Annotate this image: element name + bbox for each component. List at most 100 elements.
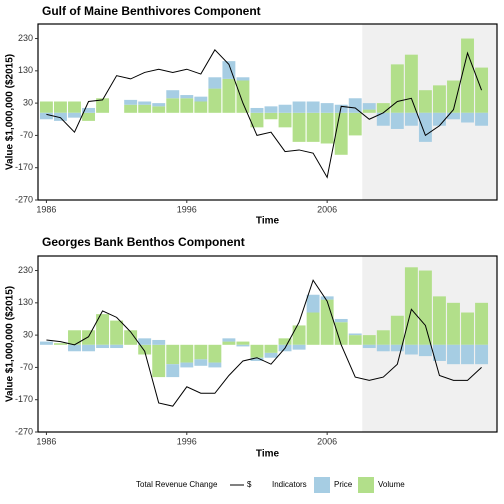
bar bbox=[447, 344, 460, 365]
bar bbox=[432, 296, 446, 345]
bar bbox=[166, 364, 180, 378]
bar bbox=[39, 112, 53, 120]
bar bbox=[461, 344, 474, 365]
x-axis-title: Time bbox=[256, 449, 280, 460]
bar bbox=[208, 77, 222, 89]
legend-title: Total Revenue Change bbox=[136, 480, 218, 489]
bar bbox=[54, 343, 67, 345]
bar bbox=[236, 344, 250, 347]
bar bbox=[82, 112, 95, 121]
bar bbox=[39, 341, 53, 345]
bar bbox=[250, 112, 264, 128]
x-tick-label: 1996 bbox=[177, 436, 197, 446]
bar bbox=[404, 344, 418, 355]
bar bbox=[152, 339, 166, 345]
bar bbox=[194, 344, 208, 360]
bar bbox=[180, 344, 194, 363]
bar bbox=[334, 318, 348, 323]
bar bbox=[390, 112, 404, 129]
bar bbox=[222, 341, 236, 345]
bar bbox=[475, 344, 489, 365]
bar bbox=[320, 299, 334, 345]
y-axis-title: Value $1,000,000 ($2015) bbox=[5, 54, 16, 170]
bar bbox=[320, 103, 334, 113]
bar bbox=[124, 104, 138, 113]
bar bbox=[208, 88, 222, 113]
bar bbox=[461, 312, 474, 345]
bar bbox=[236, 80, 250, 113]
bar bbox=[306, 312, 320, 345]
bar bbox=[418, 344, 432, 357]
bar bbox=[96, 314, 110, 345]
bar bbox=[461, 112, 474, 123]
y-tick-label: 130 bbox=[18, 297, 33, 307]
bar bbox=[292, 112, 306, 142]
bar bbox=[250, 107, 264, 113]
bar bbox=[110, 344, 124, 349]
x-axis-title: Time bbox=[256, 216, 280, 227]
chart-title: Georges Bank Benthos Component bbox=[42, 235, 245, 249]
bar bbox=[404, 54, 418, 113]
bar bbox=[362, 109, 376, 113]
bar bbox=[54, 112, 67, 121]
bar bbox=[180, 362, 194, 368]
bar bbox=[166, 344, 180, 365]
bar bbox=[236, 77, 250, 81]
bar bbox=[348, 112, 362, 136]
bar bbox=[138, 344, 152, 355]
bar bbox=[222, 78, 236, 113]
bar bbox=[264, 344, 278, 353]
bar bbox=[404, 112, 418, 126]
x-tick-label: 1986 bbox=[36, 204, 56, 214]
bar bbox=[348, 335, 362, 345]
bar bbox=[208, 344, 222, 363]
legend-title: Indicators bbox=[272, 480, 307, 489]
bar bbox=[376, 112, 390, 126]
bar bbox=[82, 330, 95, 345]
y-tick-label: 30 bbox=[23, 97, 33, 107]
bar bbox=[152, 344, 166, 378]
bar bbox=[334, 322, 348, 345]
bar bbox=[124, 330, 138, 345]
bar bbox=[362, 344, 376, 349]
y-tick-label: -170 bbox=[15, 162, 33, 172]
bar bbox=[264, 352, 278, 358]
y-tick-label: 130 bbox=[18, 65, 33, 75]
bar bbox=[222, 338, 236, 342]
bar bbox=[96, 344, 110, 349]
bar bbox=[432, 344, 446, 361]
bar bbox=[264, 106, 278, 113]
x-tick-label: 2006 bbox=[317, 204, 337, 214]
bar bbox=[432, 85, 446, 113]
y-tick-label: -70 bbox=[20, 362, 33, 372]
bar bbox=[320, 296, 334, 300]
chart-title: Gulf of Maine Benthivores Component bbox=[42, 4, 261, 18]
bar bbox=[432, 112, 446, 126]
y-tick-label: -270 bbox=[15, 426, 33, 436]
legend-label: Price bbox=[334, 480, 353, 489]
bar bbox=[166, 98, 180, 113]
y-tick-label: -170 bbox=[15, 394, 33, 404]
y-tick-label: -70 bbox=[20, 130, 33, 140]
bar bbox=[362, 103, 376, 110]
bar bbox=[461, 38, 474, 113]
bar bbox=[194, 101, 208, 113]
bar bbox=[152, 106, 166, 113]
bar bbox=[334, 112, 348, 155]
y-tick-label: 230 bbox=[18, 265, 33, 275]
bar bbox=[39, 101, 53, 113]
bar bbox=[278, 338, 292, 345]
bar bbox=[418, 270, 432, 345]
bar bbox=[447, 80, 460, 113]
bar bbox=[166, 90, 180, 99]
bar bbox=[152, 103, 166, 107]
x-tick-label: 1986 bbox=[36, 436, 56, 446]
bar bbox=[376, 103, 390, 113]
legend-swatch bbox=[358, 477, 374, 493]
bar bbox=[348, 333, 362, 336]
plot-border bbox=[37, 23, 498, 201]
bar bbox=[236, 341, 250, 345]
bar bbox=[390, 344, 404, 352]
bar bbox=[376, 330, 390, 345]
legend-swatch bbox=[314, 477, 330, 493]
